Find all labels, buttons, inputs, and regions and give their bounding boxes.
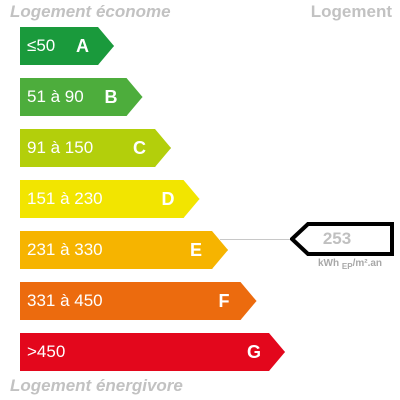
energy-bar-letter: D bbox=[161, 189, 175, 209]
energy-bar-range: >450 bbox=[27, 342, 66, 361]
energy-bar-letter: G bbox=[247, 342, 262, 362]
energy-value: 253 bbox=[322, 229, 352, 248]
energy-bar-range: 331 à 450 bbox=[27, 291, 103, 310]
energy-bar-letter: E bbox=[190, 240, 203, 260]
energy-bar-b: 51 à 90 B bbox=[20, 78, 143, 116]
unit-main: kWh bbox=[318, 258, 340, 269]
energy-bar-letter: C bbox=[133, 138, 146, 158]
energy-bar-range: 151 à 230 bbox=[27, 189, 103, 208]
energy-bar-a: ≤50 A bbox=[20, 27, 114, 65]
housing-label: Logement bbox=[310, 2, 392, 21]
indicator-arrow bbox=[290, 222, 394, 256]
energy-bar-c: 91 à 150 C bbox=[20, 129, 171, 167]
energy-bar-d: 151 à 230 D bbox=[20, 180, 200, 218]
energy-bar-range: 51 à 90 bbox=[27, 87, 84, 106]
energy-intensive-housing-label: Logement énergivore bbox=[10, 376, 183, 395]
energy-bar-range: 231 à 330 bbox=[27, 240, 103, 259]
energy-bar-range: 91 à 150 bbox=[27, 138, 94, 157]
energy-bar-letter: A bbox=[76, 36, 89, 56]
energy-bar-f: 331 à 450 F bbox=[20, 282, 257, 320]
economical-housing-label: Logement économe bbox=[10, 2, 171, 21]
indicator-leader-line bbox=[220, 239, 292, 240]
energy-bar-e: 231 à 330 E bbox=[20, 231, 228, 269]
energy-unit: kWh EP/m².an bbox=[318, 258, 382, 271]
energy-bar-g: >450 G bbox=[20, 333, 285, 371]
energy-bar-range: ≤50 bbox=[27, 36, 56, 55]
energy-bar-letter: F bbox=[218, 291, 230, 311]
energy-bar-letter: B bbox=[104, 87, 118, 107]
unit-sub: EP bbox=[341, 262, 353, 271]
unit-tail: /m².an bbox=[352, 258, 383, 269]
